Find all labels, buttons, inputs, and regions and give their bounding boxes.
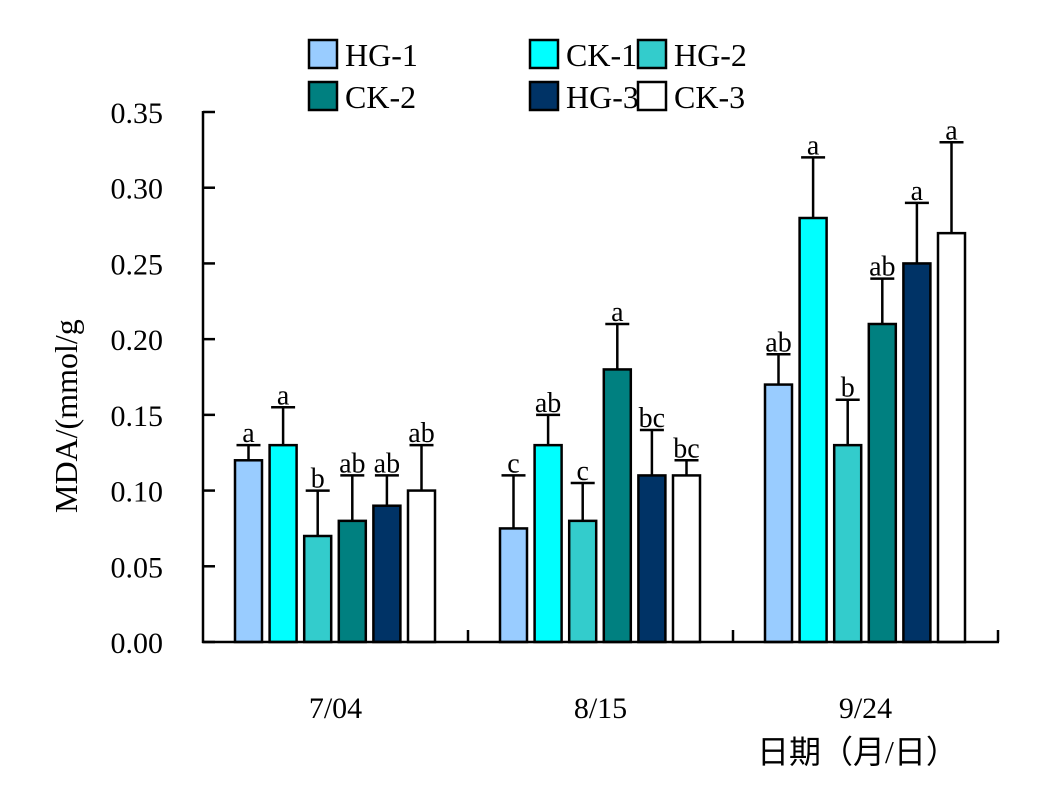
y-tick-label: 0.05 — [111, 551, 164, 584]
significance-label: ab — [408, 418, 434, 449]
legend-label: CK-3 — [674, 79, 745, 115]
legend-swatch — [636, 38, 668, 70]
significance-label: a — [911, 176, 924, 207]
legend-item-hg-2: HG-2 — [636, 37, 747, 73]
legend-label: HG-1 — [345, 37, 418, 73]
y-tick-label: 0.15 — [111, 400, 164, 433]
bar-hg-2-1 — [567, 519, 598, 644]
bar-ck-1-0 — [268, 443, 298, 644]
y-tick-label: 0.35 — [111, 97, 164, 130]
y-axis-title: MDA/(mmol/g — [48, 319, 84, 513]
legend-swatch — [528, 38, 560, 70]
legend-item-ck-3: CK-3 — [636, 79, 745, 115]
significance-label: ab — [535, 388, 561, 419]
legend-swatch — [307, 38, 339, 70]
significance-label: ab — [339, 448, 365, 479]
significance-label: bc — [639, 403, 665, 434]
bar-ck-2-0 — [337, 519, 368, 644]
significance-label: a — [277, 380, 290, 411]
x-tick-label: 8/15 — [574, 692, 627, 725]
legend-item-ck-1: CK-1 — [528, 37, 637, 73]
x-axis-title: 日期（月/日） — [757, 734, 958, 770]
bar-ck-3-0 — [406, 489, 437, 644]
bar-ck-2-1 — [602, 368, 633, 644]
significance-label: a — [242, 418, 255, 449]
legend-swatch — [528, 80, 560, 112]
y-tick-label: 0.30 — [111, 173, 164, 206]
bar-ck-3-1 — [671, 474, 702, 644]
legend-label: CK-2 — [345, 79, 416, 115]
significance-label: bc — [673, 433, 699, 464]
error-bars-layer — [236, 141, 964, 536]
significance-label: ab — [374, 448, 400, 479]
significance-label: ab — [869, 252, 895, 283]
legend: HG-1 CK-1 HG-2 CK-2 HG-3 CK-3 — [307, 37, 747, 115]
significance-label: c — [576, 456, 588, 487]
legend-label: HG-3 — [566, 79, 639, 115]
axes: 0.00 0.05 0.10 0.15 0.20 0.25 0.30 0.35 7/04 8/15… — [111, 97, 1000, 725]
legend-swatch — [307, 80, 339, 112]
y-tick-label: 0.20 — [111, 324, 164, 357]
significance-label: b — [311, 464, 325, 495]
y-tick-label: 0.25 — [111, 248, 164, 281]
bar-hg-3-1 — [637, 474, 667, 644]
significance-label: b — [841, 373, 855, 404]
significance-label: a — [611, 297, 624, 328]
y-tick-label: 0.10 — [111, 476, 164, 509]
significance-label: a — [945, 115, 958, 146]
bar-ck-1-1 — [533, 443, 563, 644]
bar-ck-2-2 — [867, 322, 898, 644]
significance-label: ab — [765, 327, 791, 358]
bar-ck-3-2 — [936, 231, 967, 644]
bars-layer — [233, 216, 967, 644]
bar-hg-2-0 — [302, 534, 333, 644]
y-tick-label: 0.00 — [111, 627, 164, 660]
significance-label: c — [507, 448, 519, 479]
legend-item-hg-1: HG-1 — [307, 37, 418, 73]
legend-item-ck-2: CK-2 — [307, 79, 416, 115]
bar-hg-3-2 — [902, 262, 932, 644]
bar-hg-1-2 — [763, 383, 794, 644]
x-tick-label: 7/04 — [309, 692, 362, 725]
legend-item-hg-3: HG-3 — [528, 79, 639, 115]
significance-label: a — [807, 130, 820, 161]
legend-label: CK-1 — [566, 37, 637, 73]
legend-label: HG-2 — [674, 37, 747, 73]
bar-hg-3-0 — [372, 504, 402, 644]
bar-hg-2-2 — [832, 443, 863, 644]
x-tick-label: 9/24 — [839, 692, 892, 725]
bar-hg-1-0 — [233, 459, 264, 644]
legend-swatch — [636, 80, 668, 112]
bar-ck-1-2 — [798, 216, 828, 644]
bar-hg-1-1 — [498, 527, 529, 644]
